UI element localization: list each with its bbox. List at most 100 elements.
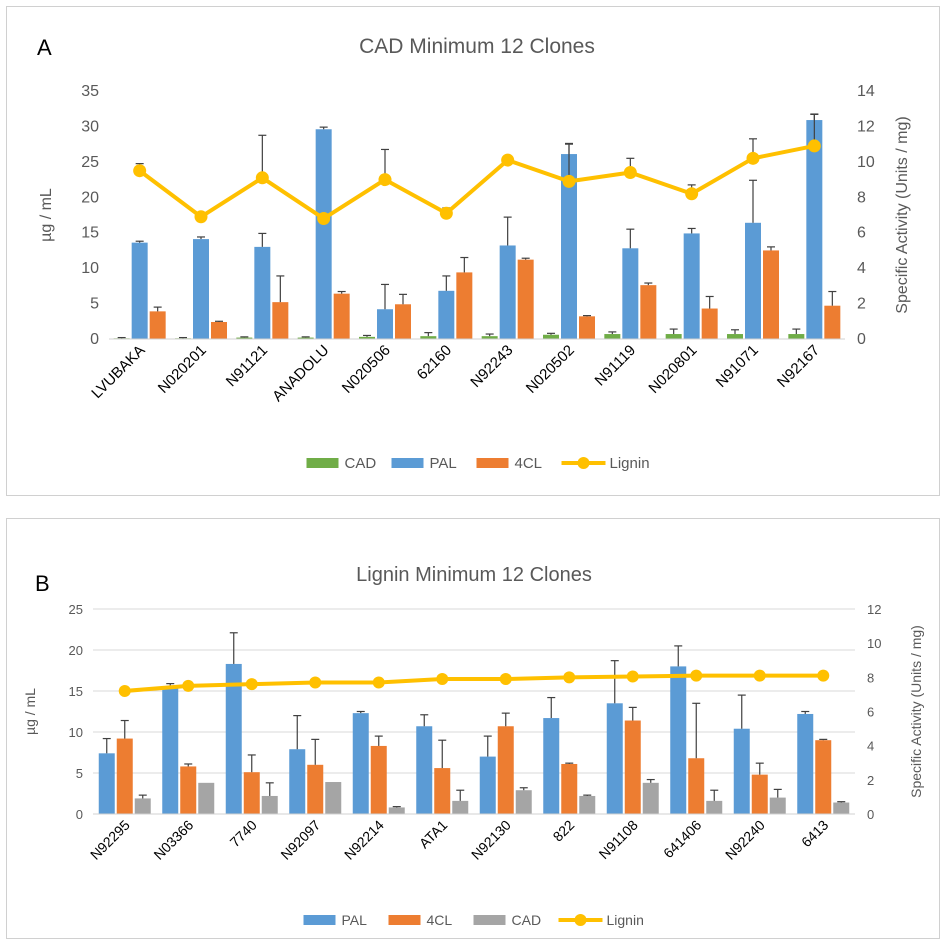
x-category-label: 7740	[227, 817, 260, 850]
bar-pal-n92240	[733, 728, 750, 814]
y-tick-label: 0	[76, 807, 83, 822]
bar-4cl-n92214	[370, 745, 387, 814]
bar-pal-n92097	[289, 749, 306, 814]
bar-4cl-n92097	[307, 764, 324, 814]
bar-pal-822	[543, 718, 560, 814]
lignin-point-6413	[817, 669, 830, 682]
bar-4cl-62160	[456, 272, 473, 339]
legend-item-cad: CAD	[473, 912, 541, 928]
y2-tick-label: 2	[867, 773, 874, 788]
x-category-label: N020506	[339, 342, 394, 397]
chart-title: CAD Minimum 12 Clones	[359, 35, 595, 58]
lignin-point-n03366	[182, 679, 195, 692]
bar-pal-n020201	[193, 239, 209, 339]
bar-4cl-641406	[688, 758, 705, 814]
bar-4cl-n91108	[624, 720, 641, 814]
lignin-point-n020801	[685, 187, 699, 201]
lignin-point-n92240	[753, 669, 766, 682]
chart-panel-a: A CAD Minimum 12 Clones 0 5 10 15 20 25 30 35 0 2 4 6…	[6, 6, 940, 496]
bar-cad-n92097	[325, 782, 342, 814]
x-category-label: N91071	[713, 342, 762, 391]
bar-pal-ata1	[416, 726, 433, 814]
x-category-label: ANADOLU	[269, 342, 332, 405]
x-category-label: N020801	[645, 342, 700, 397]
y2-tick-label: 8	[857, 189, 866, 206]
lignin-point-n91121	[255, 171, 269, 185]
y2-tick-label: 0	[867, 807, 874, 822]
legend-item-lignin: Lignin	[558, 912, 644, 928]
x-category-label: 62160	[414, 342, 456, 384]
bar-4cl-n92240	[751, 774, 768, 814]
bar-pal-n92214	[352, 713, 369, 814]
bar-cad-822	[579, 795, 596, 814]
y2-tick-label: 12	[857, 118, 875, 135]
x-category-label: 641406	[660, 817, 704, 861]
bar-cad-n03366	[198, 782, 215, 814]
bar-cad-n92214	[388, 807, 405, 814]
y-tick-label: 20	[81, 189, 99, 206]
legend-label: CAD	[345, 455, 377, 472]
lignin-point-n92295	[118, 685, 131, 697]
y2-tick-label: 14	[857, 83, 875, 100]
bar-cad-n020801	[665, 334, 682, 339]
bar-pal-lvubaka	[131, 242, 148, 339]
y-tick-label: 25	[69, 602, 83, 617]
y2-tick-label: 4	[857, 260, 866, 277]
bar-4cl-7740	[243, 772, 260, 814]
legend-swatch	[303, 915, 336, 925]
x-category-label: N92130	[468, 817, 514, 863]
lignin-point-7740	[245, 678, 258, 691]
bar-cad-ata1	[452, 800, 469, 814]
x-category-label: LVUBAKA	[88, 342, 148, 402]
y-tick-label: 35	[81, 83, 99, 100]
y2-axis-title: Specific Activity (Units / mg)	[894, 116, 911, 313]
bar-pal-n020502	[561, 154, 577, 339]
bar-cad-641406	[706, 800, 723, 814]
bar-4cl-n92130	[497, 726, 514, 814]
x-category-label: ATA1	[416, 817, 451, 852]
legend-item-lignin: Lignin	[561, 455, 650, 472]
y2-tick-label: 2	[857, 296, 866, 313]
x-category-label: N91119	[592, 342, 640, 390]
legend-swatch	[391, 458, 424, 468]
panel-label: B	[35, 571, 50, 596]
legend-label: PAL	[342, 912, 368, 928]
x-category-label: 822	[550, 817, 578, 845]
y2-tick-label: 0	[857, 331, 866, 348]
lignin-line	[124, 673, 824, 693]
bar-pal-n92167	[806, 120, 823, 340]
y2-tick-label: 4	[867, 739, 874, 754]
x-category-label: N91121	[223, 342, 271, 390]
bar-pal-n92295	[98, 753, 115, 814]
bar-4cl-n92167	[824, 305, 841, 339]
bar-4cl-n91071	[763, 250, 779, 339]
y-tick-label: 20	[69, 643, 83, 658]
y2-tick-label: 6	[857, 225, 866, 242]
y2-tick-label: 8	[867, 670, 874, 685]
bar-pal-6413	[797, 713, 814, 814]
bar-4cl-n92295	[116, 738, 133, 814]
legend-swatch	[388, 915, 421, 925]
bar-cad-n91108	[642, 782, 659, 814]
lignin-point-n92097	[309, 676, 322, 689]
bar-pal-anadolu	[315, 129, 332, 339]
legend-swatch	[306, 458, 339, 468]
lignin-point-n91071	[746, 151, 760, 165]
bar-pal-n91071	[745, 222, 761, 339]
bar-cad-n020506	[359, 336, 375, 339]
bar-pal-n91119	[622, 248, 639, 339]
lignin-point-lvubaka	[133, 164, 147, 178]
legend-item-cad: CAD	[306, 455, 377, 472]
bar-cad-7740	[261, 795, 278, 814]
bar-cad-62160	[420, 336, 437, 339]
lignin-line	[138, 143, 815, 221]
bar-cad-n91071	[727, 334, 743, 339]
x-category-label: N03366	[150, 817, 196, 863]
x-category-label: N92240	[722, 817, 768, 863]
legend-label: Lignin	[607, 912, 644, 928]
lignin-point-n92214	[372, 676, 385, 689]
bar-4cl-anadolu	[333, 293, 350, 339]
bar-pal-n020506	[377, 309, 393, 339]
legend-swatch-dot	[574, 914, 587, 926]
x-category-label: 6413	[798, 817, 831, 850]
